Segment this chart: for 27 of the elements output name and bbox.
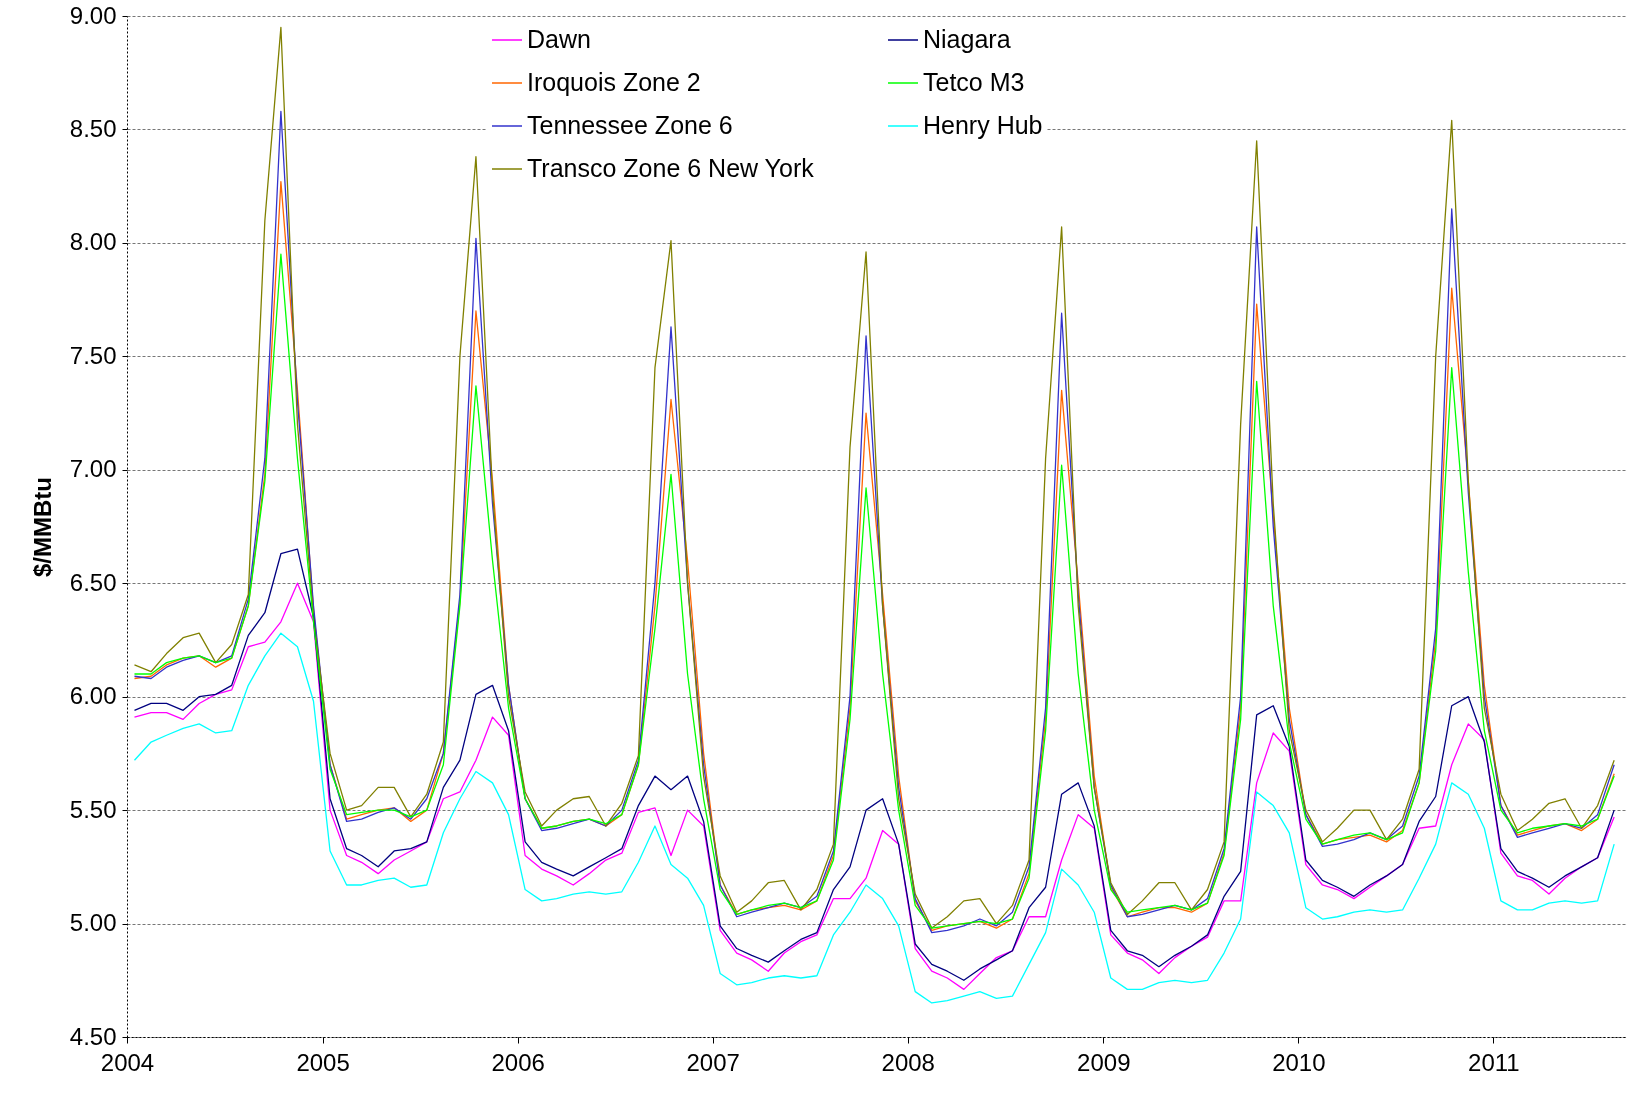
y-tick-label: 7.00	[69, 455, 117, 483]
y-axis-title: $/MMBtu	[28, 477, 56, 577]
y-tick-label: 4.50	[69, 1022, 117, 1050]
y-tick-label: 9.00	[69, 1, 117, 29]
x-tick-label: 2006	[491, 1048, 545, 1076]
y-tick-label: 8.00	[69, 228, 117, 256]
legend-label: Henry Hub	[923, 111, 1043, 139]
y-tick-label: 8.50	[69, 114, 117, 142]
y-tick-label: 6.50	[69, 568, 117, 596]
line-series	[133, 632, 1615, 1004]
y-tick-label: 7.50	[69, 341, 117, 369]
x-tick-label: 2008	[881, 1048, 935, 1076]
y-tick-label: 6.00	[69, 682, 117, 710]
x-tick-label: 2011	[1468, 1048, 1520, 1076]
x-tick-label: 2009	[1077, 1048, 1131, 1076]
x-tick-label: 2007	[686, 1048, 740, 1076]
legend-label: Niagara	[923, 25, 1011, 53]
legend-label: Tennessee Zone 6	[527, 111, 733, 139]
x-tick-label: 2010	[1272, 1048, 1326, 1076]
y-tick-label: 5.50	[69, 795, 117, 823]
legend-label: Transco Zone 6 New York	[527, 154, 815, 182]
x-tick-label: 2004	[100, 1048, 155, 1076]
legend-label: Iroquois Zone 2	[527, 68, 701, 96]
x-tick-label: 2005	[296, 1048, 350, 1076]
legend-label: Dawn	[527, 25, 591, 53]
y-tick-label: 5.00	[69, 909, 117, 937]
legend-label: Tetco M3	[923, 68, 1025, 96]
